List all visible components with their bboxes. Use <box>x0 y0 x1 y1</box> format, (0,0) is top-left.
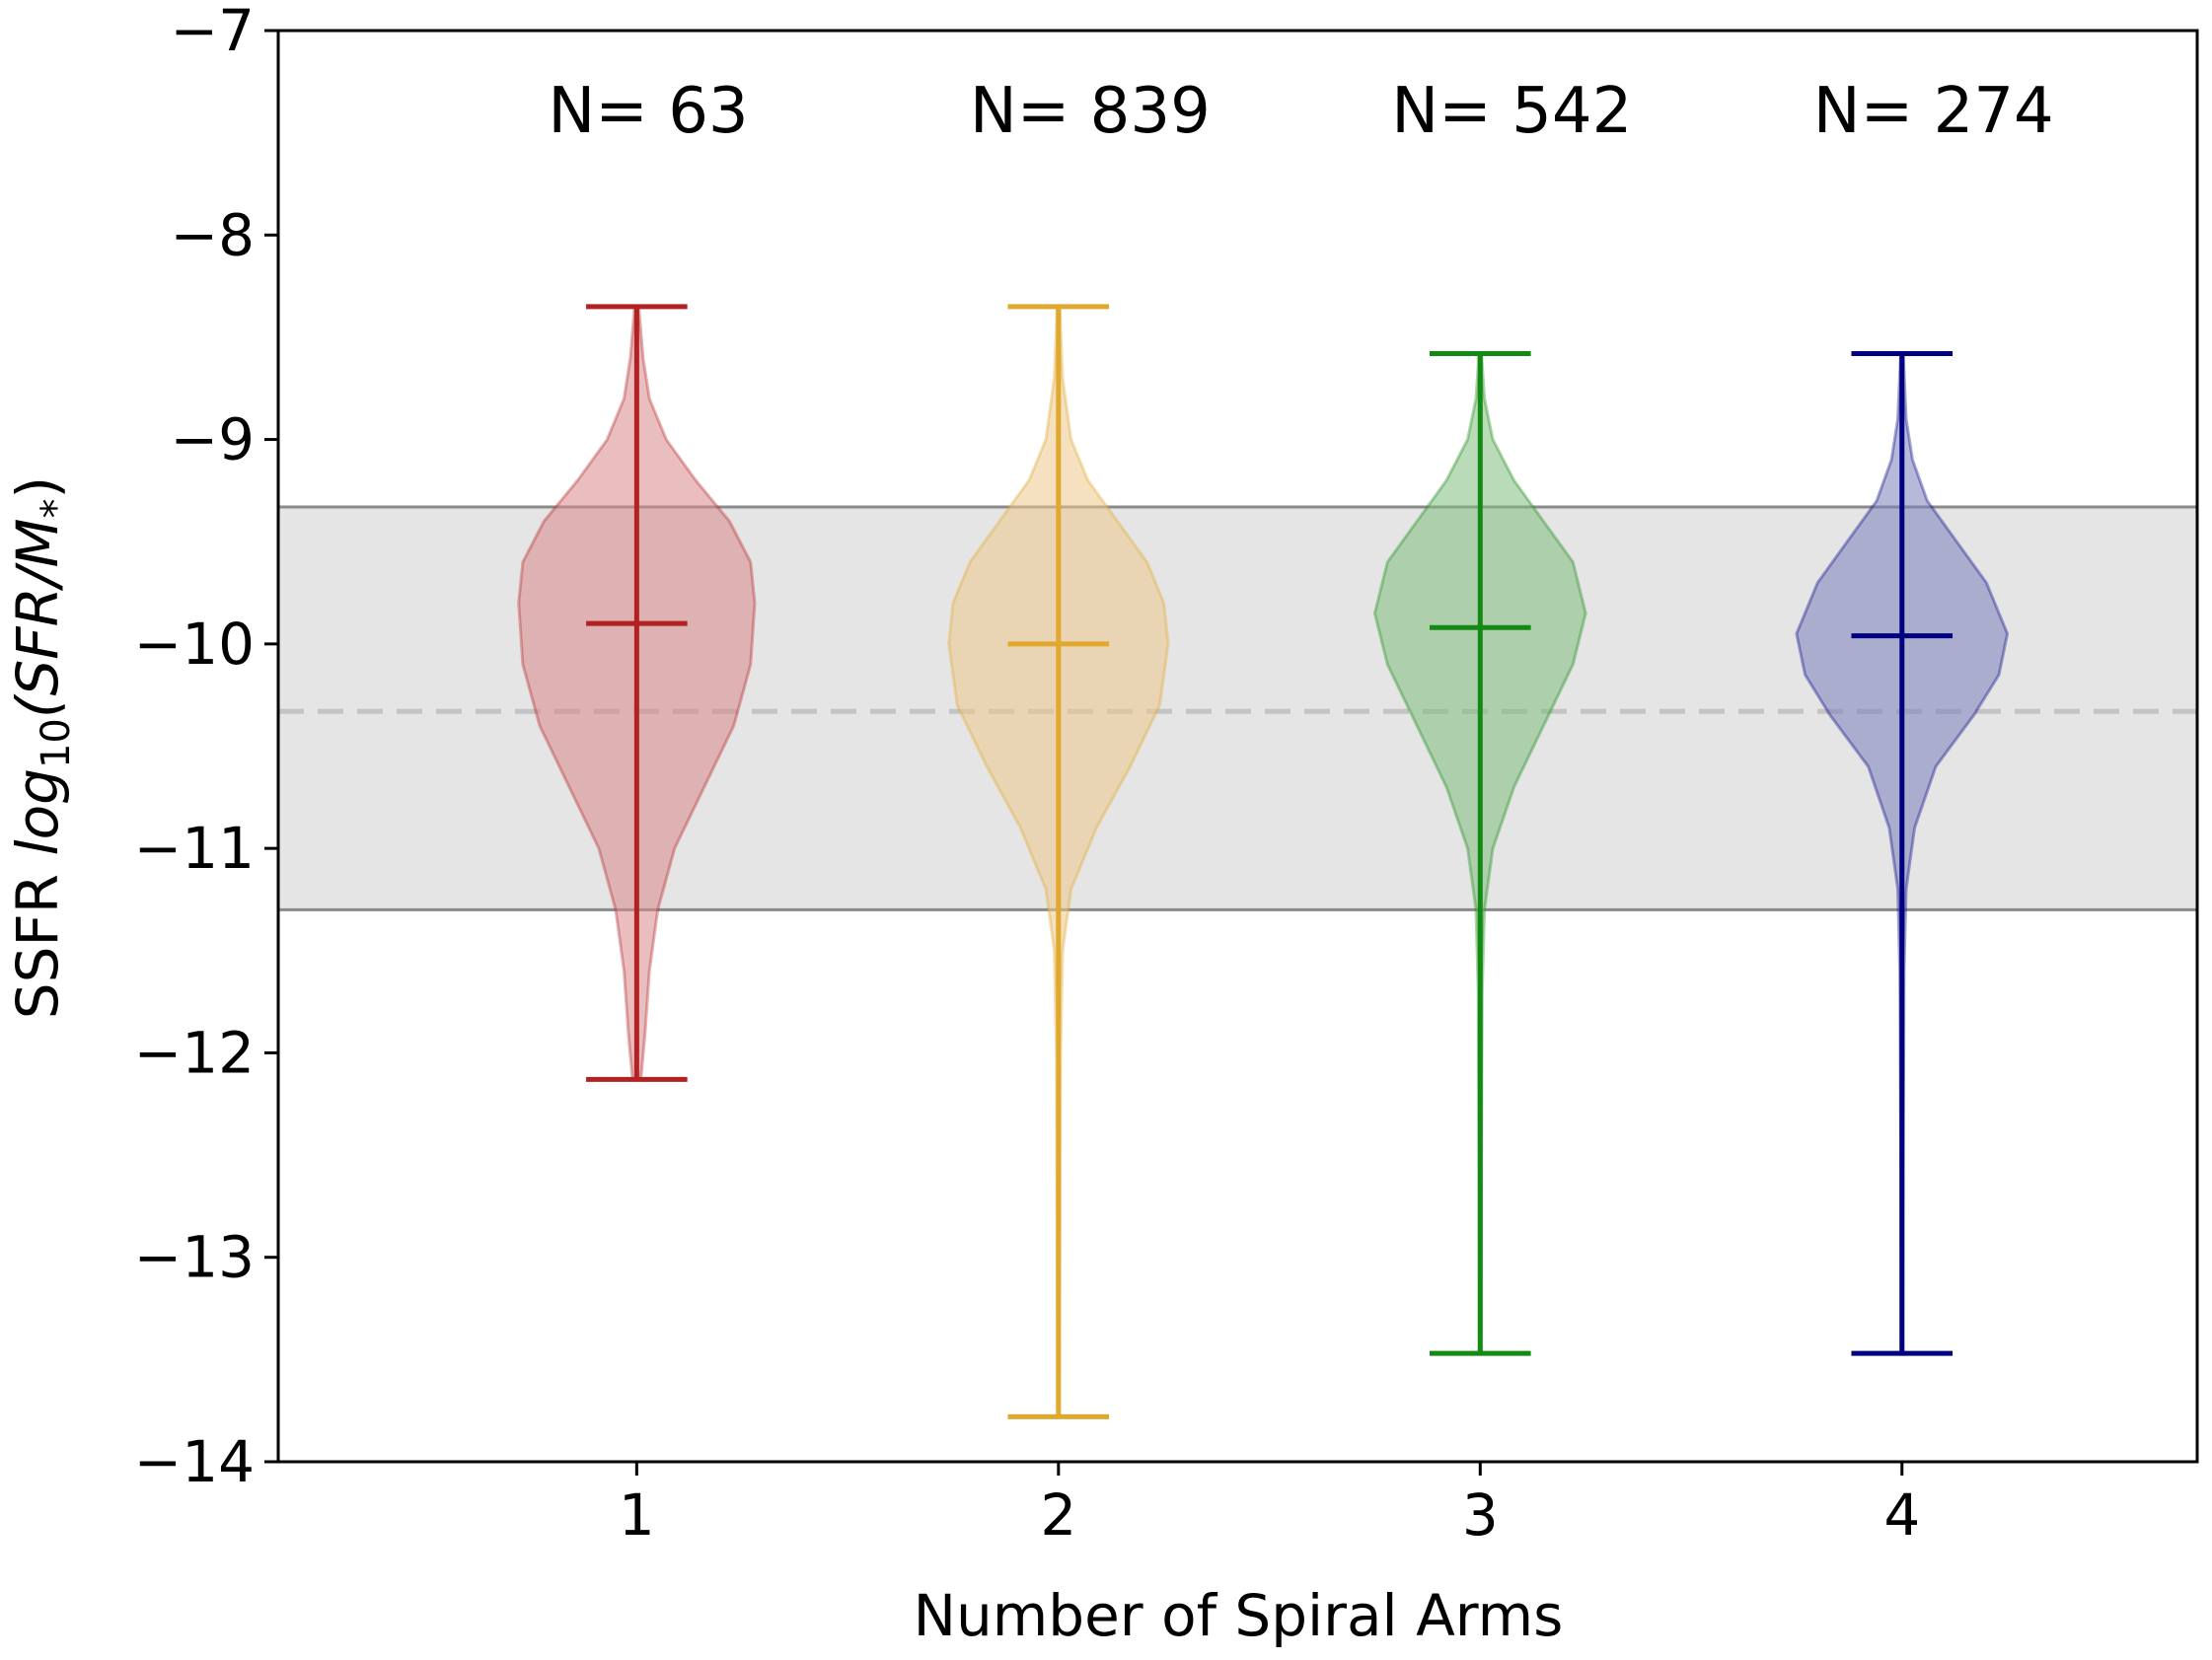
plot-frame <box>276 29 2199 1464</box>
y-tick-label: −11 <box>134 815 255 882</box>
sample-size-label: N= 274 <box>1813 75 2054 148</box>
y-axis-label-open: (SFR/M <box>4 518 71 718</box>
violins-layer: N= 63 N= 839 N= 542 N= 274 <box>517 75 2054 1419</box>
y-tick-label: −12 <box>134 1019 255 1086</box>
x-axis-label: Number of Spiral Arms <box>914 1582 1564 1649</box>
sample-size-label: N= 63 <box>548 75 748 148</box>
x-tick-label: 3 <box>1462 1481 1499 1549</box>
y-tick-label: −7 <box>171 0 256 64</box>
violin-3: N= 542 <box>1372 75 1632 1356</box>
y-tick-label: −8 <box>171 201 256 268</box>
ticks-layer: −7 −8 −9 −10 −11 −12 −13 −14 1 2 3 4 <box>134 0 1921 1549</box>
y-axis-label: SSFR log10(SFR/M*) <box>4 476 79 1019</box>
y-tick-label: −14 <box>134 1428 255 1495</box>
x-tick-label: 4 <box>1883 1481 1920 1549</box>
y-tick-label: −10 <box>134 611 255 678</box>
y-axis-label-close: ) <box>4 476 71 499</box>
y-tick-label: −13 <box>134 1224 255 1291</box>
violin-2: N= 839 <box>947 75 1211 1419</box>
sample-size-label: N= 542 <box>1391 75 1632 148</box>
y-axis-label-star: * <box>34 498 79 518</box>
x-tick-label: 1 <box>619 1481 655 1549</box>
sample-size-label: N= 839 <box>970 75 1211 148</box>
y-axis-label-log: log <box>4 768 71 855</box>
y-tick-label: −9 <box>171 406 256 473</box>
y-axis-label-sub: 10 <box>34 718 79 768</box>
violin-1: N= 63 <box>517 75 757 1082</box>
violin-4: N= 274 <box>1795 75 2054 1356</box>
x-tick-label: 2 <box>1040 1481 1076 1549</box>
y-axis-label-prefix: SSFR <box>4 855 71 1019</box>
